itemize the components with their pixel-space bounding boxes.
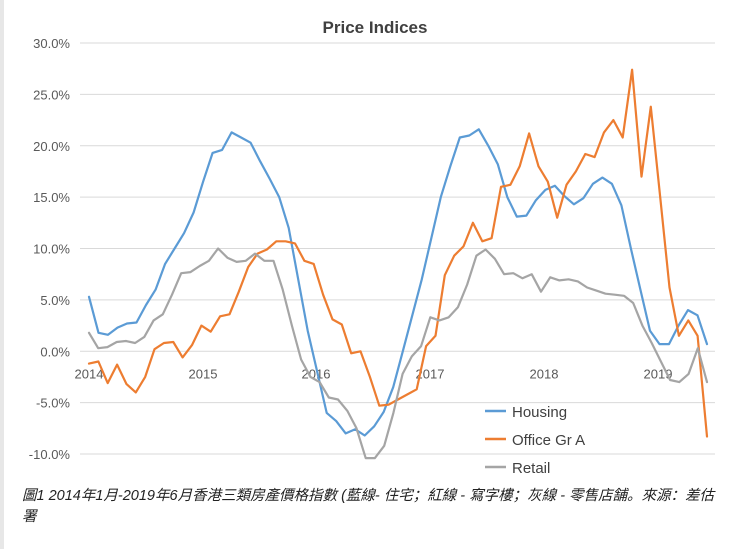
y-axis-tick-labels: 30.0% 25.0% 20.0% 15.0% 10.0% 5.0% 0.0% -5.0% -1… [29, 36, 71, 462]
price-indices-chart: 30.0% 25.0% 20.0% 15.0% 10.0% 5.0% 0.0% -5.0% -1… [29, 18, 715, 477]
legend-label-retail: Retail [512, 460, 550, 477]
y-tick-label: 15.0% [33, 190, 70, 205]
legend-label-housing: Housing [512, 404, 567, 421]
series-lines [87, 68, 709, 460]
chart-legend: Housing Office Gr A Retail [485, 404, 585, 477]
x-axis-tick-labels: 2014 2015 2016 2017 2018 2019 [75, 366, 673, 381]
y-tick-label: 0.0% [40, 344, 70, 359]
legend-label-office-gr-a: Office Gr A [512, 432, 585, 449]
x-tick-label: 2018 [530, 366, 559, 381]
x-tick-label: 2016 [302, 366, 331, 381]
gridlines [80, 42, 715, 455]
x-tick-label: 2015 [189, 366, 218, 381]
y-tick-label: 25.0% [33, 87, 70, 102]
left-edge-divider [0, 0, 4, 549]
y-tick-label: 30.0% [33, 36, 70, 51]
series-line-retail [87, 247, 709, 460]
figure-caption: 圖1 2014年1月-2019年6月香港三類房產價格指數 (藍線- 住宅；紅線 … [22, 488, 715, 525]
series-line-housing [87, 128, 709, 437]
chart-title: Price Indices [323, 18, 428, 37]
series-line-office-gr-a [87, 68, 709, 438]
y-tick-label: -5.0% [36, 396, 70, 411]
x-tick-label: 2017 [416, 366, 445, 381]
y-tick-label: 20.0% [33, 139, 70, 154]
y-tick-label: -10.0% [29, 447, 71, 462]
y-tick-label: 10.0% [33, 242, 70, 257]
y-tick-label: 5.0% [40, 293, 70, 308]
x-tick-label: 2014 [75, 366, 104, 381]
